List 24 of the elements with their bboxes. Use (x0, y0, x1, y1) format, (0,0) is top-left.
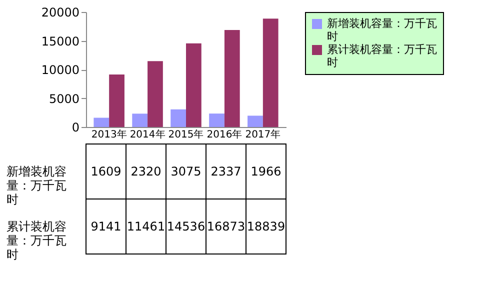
legend-label: 累计装机容量：万千瓦时 (327, 43, 437, 69)
data-label: 3075 (170, 164, 202, 178)
data-label: 9141 (90, 220, 122, 234)
text: 累计装机容量：万千瓦时 (6, 220, 66, 262)
data-label: 11461 (126, 220, 166, 234)
x-tick-label: 2016年 (206, 128, 242, 140)
legend-label: 新增装机容量：万千瓦时 (327, 17, 437, 43)
data-label: 1966 (250, 164, 282, 178)
y-tick-label: 10000 (41, 63, 80, 77)
x-tick-label: 2013年 (91, 128, 127, 140)
data-label: 14536 (166, 220, 206, 234)
data-label: 2320 (130, 164, 162, 178)
x-tick-label: 2017年 (245, 128, 281, 140)
data-label: 16873 (206, 220, 246, 234)
x-tick-label: 2014年 (130, 128, 166, 140)
y-tick-label: 0 (72, 120, 80, 134)
data-label: 18839 (246, 220, 286, 234)
data-label: 1609 (90, 164, 122, 178)
y-tick-label: 5000 (48, 92, 80, 106)
y-tick-label: 20000 (41, 6, 80, 20)
text: 新增装机容量：万千瓦时 (6, 164, 66, 206)
x-tick-label: 2015年 (168, 128, 204, 140)
data-label: 2337 (210, 164, 242, 178)
y-tick-label: 15000 (41, 34, 80, 48)
